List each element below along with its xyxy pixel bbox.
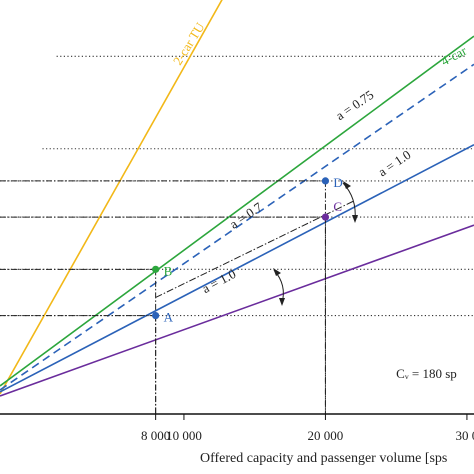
arc-arrow-upper bbox=[342, 182, 356, 221]
series-name-label-1: 4-car bbox=[438, 43, 469, 69]
x-tick-label: 10 000 bbox=[166, 428, 202, 443]
arc-arrow-upper-head-top bbox=[343, 181, 351, 189]
point-label-d: D bbox=[333, 175, 342, 190]
point-b bbox=[152, 265, 160, 273]
x-tick-label: 8 000 bbox=[141, 428, 170, 443]
arc-arrow-upper-head-bottom bbox=[352, 215, 358, 223]
annotation-0: a = 0.75 bbox=[333, 87, 377, 123]
point-a bbox=[152, 311, 160, 320]
point-label-b: B bbox=[164, 263, 173, 278]
annotation-3: a = 1.0 bbox=[200, 266, 239, 296]
point-d bbox=[321, 177, 330, 185]
series-line-4 bbox=[0, 224, 474, 397]
series-name-label-0: 2-car TU bbox=[170, 19, 208, 67]
series-lines: 2-car TU 4-car bbox=[0, 0, 474, 397]
point-c bbox=[321, 213, 330, 221]
series-line-0 bbox=[0, 0, 223, 395]
series-line-2 bbox=[0, 63, 474, 391]
arc-arrow-lower-head-bottom bbox=[279, 298, 285, 306]
annotation-4: Cᵥ = 180 sp bbox=[396, 366, 457, 381]
reference-lines bbox=[0, 55, 474, 317]
point-label-a: A bbox=[164, 310, 174, 325]
marked-points: A B CD bbox=[0, 175, 343, 414]
x-tick-label: 20 000 bbox=[308, 428, 344, 443]
point-label-c: C bbox=[333, 199, 342, 214]
series-line-5 bbox=[155, 200, 354, 298]
x-tick-label: 30 0 bbox=[456, 428, 474, 443]
annotations: a = 0.75a = 1.0a = 0.7a = 1.0Cᵥ = 180 sp bbox=[200, 87, 457, 381]
annotation-1: a = 1.0 bbox=[375, 147, 413, 179]
arc-arrow-lower-head-top bbox=[273, 268, 281, 276]
series-line-3 bbox=[0, 144, 474, 393]
series-line-1 bbox=[0, 35, 474, 387]
x-axis-label: Offered capacity and passenger volume [s… bbox=[200, 451, 447, 466]
